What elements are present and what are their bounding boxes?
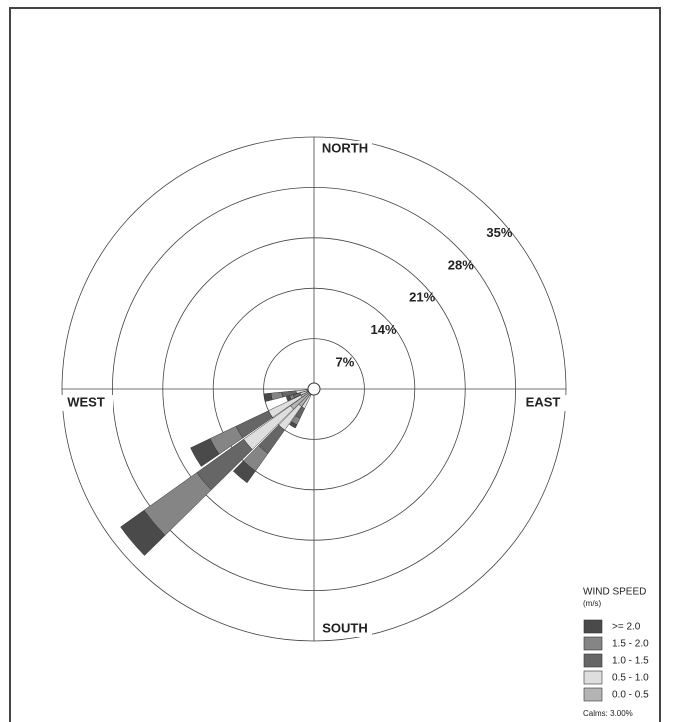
legend-swatch xyxy=(583,653,603,668)
label-bg xyxy=(59,395,113,411)
petal-segment xyxy=(263,392,273,402)
petal-segment xyxy=(289,421,298,429)
legend-label: 0.5 - 1.0 xyxy=(612,673,649,684)
calms-label: Calms: 3.00% xyxy=(583,709,633,718)
legend-label: >= 2.0 xyxy=(612,622,641,633)
legend-label: 1.0 - 1.5 xyxy=(612,656,649,667)
ring-label: 14% xyxy=(371,322,397,337)
label-bg xyxy=(516,395,570,411)
legend-title: WIND SPEED xyxy=(583,587,646,598)
frame xyxy=(9,7,661,722)
label-bg xyxy=(318,141,372,157)
direction-label: SOUTH xyxy=(322,620,368,635)
legend-label: 1.5 - 2.0 xyxy=(612,639,649,650)
petal-segment xyxy=(232,460,256,484)
direction-label: NORTH xyxy=(322,140,368,155)
legend-swatch xyxy=(583,619,603,634)
legend-unit: (m/s) xyxy=(583,599,602,608)
direction-label: EAST xyxy=(526,394,561,409)
petal-segment xyxy=(285,395,292,402)
legend-swatch xyxy=(583,670,603,685)
legend-label: 0.0 - 0.5 xyxy=(612,690,649,701)
ring-label: 28% xyxy=(448,257,474,272)
legend-swatch xyxy=(583,636,603,651)
petal-segment xyxy=(120,509,166,556)
ring-label: 35% xyxy=(486,225,512,240)
petal-segment xyxy=(190,438,220,467)
ring-label: 21% xyxy=(409,290,435,305)
ring-label: 7% xyxy=(336,354,355,369)
legend-swatch xyxy=(583,687,603,702)
calm-circle xyxy=(307,382,321,396)
direction-label: WEST xyxy=(67,394,105,409)
label-bg xyxy=(318,621,372,637)
